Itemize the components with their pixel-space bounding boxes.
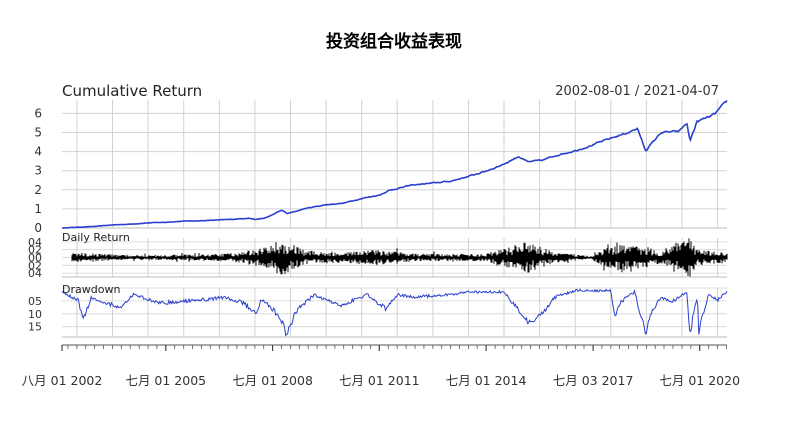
x-tick-label: 七月 01 2008 bbox=[232, 373, 313, 388]
cumulative-return-line bbox=[61, 99, 728, 229]
x-axis: 八月 01 2002 七月 01 2005 七月 01 2008 七月 01 2011… bbox=[22, 344, 740, 388]
drawdown-line bbox=[61, 288, 728, 337]
cumulative-y-tick-label: 2 bbox=[34, 183, 42, 197]
daily-return-y-tick-label: 02 bbox=[28, 244, 42, 257]
drawdown-panel-title: Drawdown bbox=[62, 283, 120, 296]
daily-return-panel-title: Daily Return bbox=[62, 231, 130, 244]
daily-return-y-tick-label: 04 bbox=[28, 267, 42, 280]
x-tick-label: 八月 01 2002 bbox=[22, 373, 103, 388]
drawdown-y-tick-label: 05 bbox=[28, 295, 42, 308]
cumulative-y-tick-label: 0 bbox=[34, 221, 42, 235]
x-tick-label: 七月 01 2020 bbox=[659, 373, 740, 388]
daily-return-y-tick-label: 00 bbox=[28, 252, 42, 265]
drawdown-y-tick-label: 15 bbox=[28, 321, 42, 334]
figure-title: 投资组合收益表现 bbox=[326, 31, 462, 52]
cumulative-return-panel-title: Cumulative Return bbox=[62, 82, 202, 100]
date-range-label: 2002-08-01 / 2021-04-07 bbox=[555, 84, 719, 99]
cumulative-y-tick-label: 6 bbox=[34, 106, 42, 120]
cumulative-y-tick-label: 4 bbox=[34, 145, 42, 159]
cumulative-return-panel: 0 1 2 3 4 5 6 bbox=[34, 99, 728, 235]
x-tick-label: 七月 01 2014 bbox=[446, 373, 527, 388]
x-tick-label: 七月 01 2005 bbox=[125, 373, 206, 388]
cumulative-y-tick-label: 5 bbox=[34, 126, 42, 140]
cumulative-y-tick-label: 1 bbox=[34, 202, 42, 216]
drawdown-y-tick-label: 10 bbox=[28, 308, 42, 321]
cumulative-y-tick-label: 3 bbox=[34, 164, 42, 178]
daily-return-y-tick-label: 04 bbox=[28, 236, 42, 249]
daily-return-y-tick-label: 02 bbox=[28, 259, 42, 272]
x-tick-label: 七月 01 2011 bbox=[339, 373, 420, 388]
x-tick-label: 七月 03 2017 bbox=[553, 373, 634, 388]
